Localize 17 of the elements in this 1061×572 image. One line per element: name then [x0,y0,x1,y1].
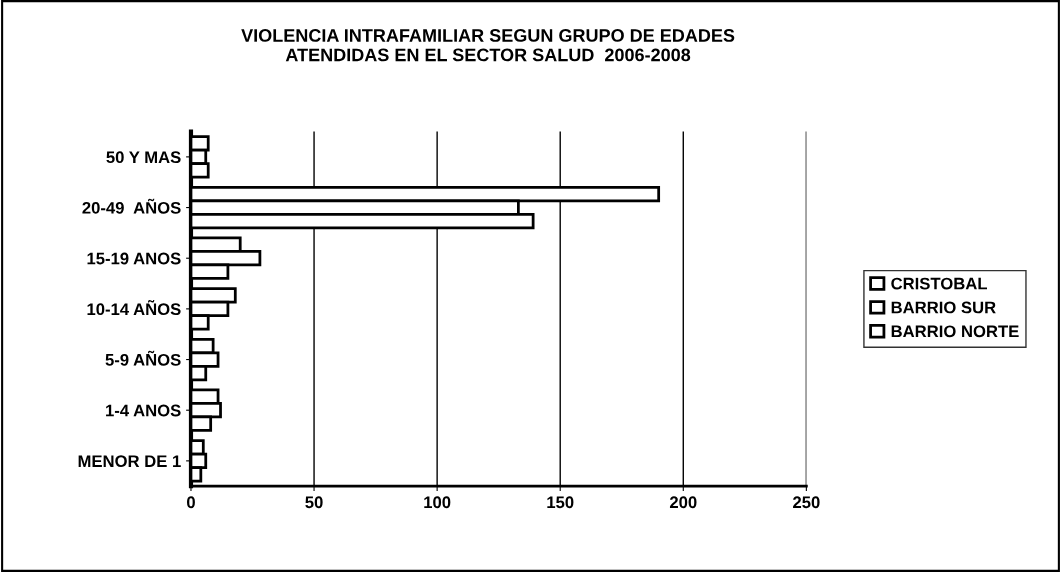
x-tick-label: 100 [424,496,451,509]
chart-title: VIOLENCIA INTRAFAMILIAR SEGUN GRUPO DE EDADES ATENDIDAS EN EL SECTOR SALUD 2006-2008 [241,29,735,62]
x-tick-label: 50 [305,496,323,509]
legend-label: BARRIO SUR [891,301,996,314]
y-tick-label: 50 Y MAS [106,151,181,164]
y-tick-label: 1-4 ANOS [106,404,181,417]
y-tick-label: MENOR DE 1 [78,455,181,468]
y-tick-label: 5-9 AÑOS [105,350,181,366]
x-tick-label: 0 [187,496,195,509]
x-tick-label: 250 [793,496,820,509]
x-tick-label: 150 [547,496,574,509]
legend-label: CRISTOBAL [891,277,987,290]
x-tick-label: 200 [669,496,697,509]
legend-label: BARRIO NORTE [891,325,1019,338]
y-tick-label: 20-49 AÑOS [82,198,181,214]
y-tick-label: 10-14 AÑOS [87,300,181,316]
y-tick-label: 15-19 ANOS [87,252,181,265]
